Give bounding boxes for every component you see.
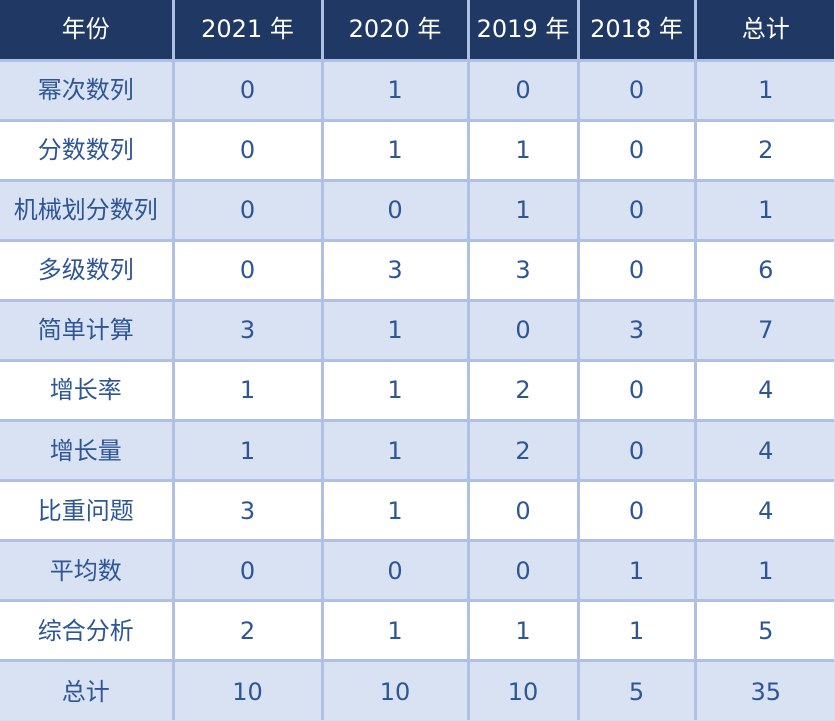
- cell-value: 1: [171, 418, 324, 483]
- cell-value: 0: [171, 539, 324, 603]
- row-label: 增长量: [0, 418, 175, 483]
- cell-value: 0: [576, 358, 697, 422]
- cell-value: 2: [171, 599, 324, 663]
- row-label: 比重问题: [0, 479, 175, 543]
- table-body: 幂次数列 0 1 0 0 1 分数数列 0 1 1 0 2 机械划分数列 0 0…: [0, 58, 834, 720]
- row-label: 平均数: [0, 539, 175, 603]
- row-label: 简单计算: [0, 298, 175, 362]
- table-row: 分数数列 0 1 1 0 2: [0, 118, 834, 182]
- cell-value: 0: [576, 238, 697, 302]
- table-row: 增长量 1 1 2 0 4: [0, 418, 834, 483]
- cell-value: 0: [576, 58, 697, 122]
- cell-value: 1: [693, 539, 834, 603]
- table-row: 机械划分数列 0 0 1 0 1: [0, 178, 834, 242]
- table-row: 平均数 0 0 0 1 1: [0, 539, 834, 603]
- cell-value: 1: [171, 358, 324, 422]
- header-cell-2019: 2019 年: [466, 0, 580, 62]
- table-row: 简单计算 3 1 0 3 7: [0, 298, 834, 362]
- cell-value: 1: [693, 58, 834, 122]
- cell-value: 4: [693, 358, 834, 422]
- row-label-total: 总计: [0, 659, 175, 720]
- header-row: 年份 2021 年 2020 年 2019 年 2018 年 总计: [0, 0, 834, 62]
- cell-value: 0: [576, 118, 697, 182]
- table-row-totals: 总计 10 10 10 5 35: [0, 659, 834, 720]
- row-label: 分数数列: [0, 118, 175, 182]
- cell-value: 1: [320, 118, 470, 182]
- cell-value: 1: [320, 479, 470, 543]
- cell-value: 0: [320, 178, 470, 242]
- header-cell-total: 总计: [693, 0, 834, 62]
- header-cell-2020: 2020 年: [320, 0, 470, 62]
- cell-value: 4: [693, 418, 834, 483]
- cell-value: 3: [171, 298, 324, 362]
- row-label: 增长率: [0, 358, 175, 422]
- cell-value: 10: [466, 659, 580, 720]
- cell-value: 1: [320, 599, 470, 663]
- cell-value: 1: [320, 298, 470, 362]
- table-header: 年份 2021 年 2020 年 2019 年 2018 年 总计: [0, 0, 834, 62]
- cell-value: 0: [466, 539, 580, 603]
- cell-value: 1: [576, 539, 697, 603]
- cell-value: 1: [466, 599, 580, 663]
- cell-value: 0: [171, 118, 324, 182]
- cell-value: 0: [171, 58, 324, 122]
- row-label: 综合分析: [0, 599, 175, 663]
- cell-value: 0: [466, 298, 580, 362]
- cell-value: 0: [576, 418, 697, 483]
- cell-value: 2: [466, 358, 580, 422]
- cell-value: 7: [693, 298, 834, 362]
- row-label: 机械划分数列: [0, 178, 175, 242]
- table-row: 多级数列 0 3 3 0 6: [0, 238, 834, 302]
- row-label: 多级数列: [0, 238, 175, 302]
- cell-value: 1: [320, 358, 470, 422]
- table-row: 综合分析 2 1 1 1 5: [0, 599, 834, 663]
- table-row: 比重问题 3 1 0 0 4: [0, 479, 834, 543]
- cell-value: 0: [466, 58, 580, 122]
- cell-value: 10: [320, 659, 470, 720]
- cell-value: 3: [320, 238, 470, 302]
- cell-value: 0: [171, 238, 324, 302]
- cell-value: 1: [693, 178, 834, 242]
- cell-value: 10: [171, 659, 324, 720]
- header-cell-2018: 2018 年: [576, 0, 697, 62]
- row-label: 幂次数列: [0, 58, 175, 122]
- cell-value: 3: [576, 298, 697, 362]
- cell-value: 3: [171, 479, 324, 543]
- cell-value: 1: [320, 58, 470, 122]
- cell-value: 0: [576, 479, 697, 543]
- cell-value: 0: [171, 178, 324, 242]
- cell-value: 6: [693, 238, 834, 302]
- cell-value: 35: [693, 659, 834, 720]
- cell-value: 1: [466, 118, 580, 182]
- header-cell-2021: 2021 年: [171, 0, 324, 62]
- cell-value: 5: [576, 659, 697, 720]
- cell-value: 5: [693, 599, 834, 663]
- table-row: 幂次数列 0 1 0 0 1: [0, 58, 834, 122]
- table-row: 增长率 1 1 2 0 4: [0, 358, 834, 422]
- header-cell-year: 年份: [0, 0, 175, 62]
- cell-value: 0: [320, 539, 470, 603]
- cell-value: 1: [466, 178, 580, 242]
- cell-value: 1: [576, 599, 697, 663]
- cell-value: 2: [466, 418, 580, 483]
- cell-value: 2: [693, 118, 834, 182]
- cell-value: 0: [466, 479, 580, 543]
- cell-value: 0: [576, 178, 697, 242]
- cell-value: 3: [466, 238, 580, 302]
- cell-value: 4: [693, 479, 834, 543]
- cell-value: 1: [320, 418, 470, 483]
